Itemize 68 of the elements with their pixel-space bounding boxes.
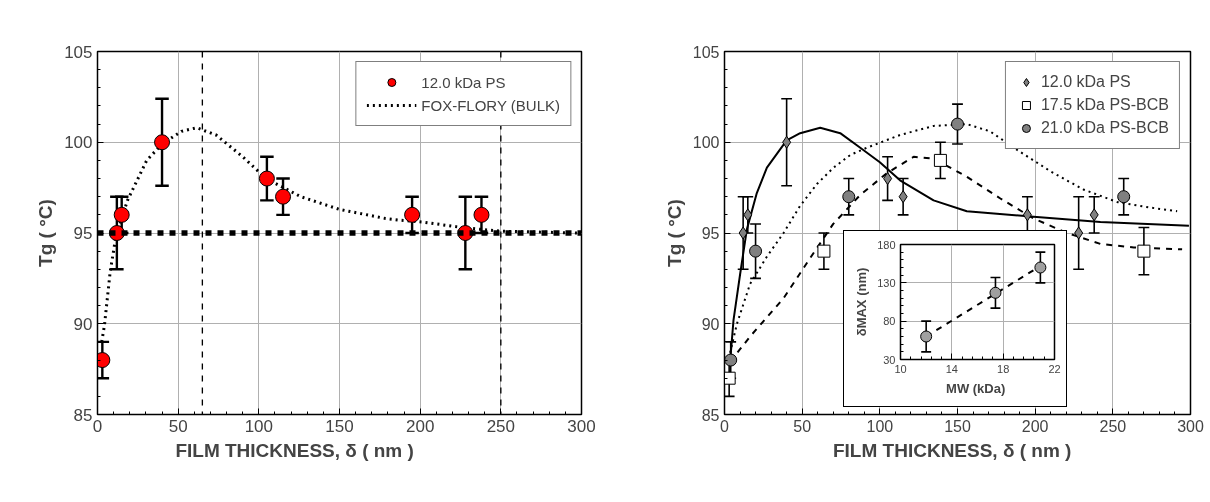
point: [951, 117, 964, 131]
point: [989, 286, 1002, 299]
point: [817, 244, 831, 258]
legend-label: 21.0 kDa PS-BCB: [1040, 119, 1169, 137]
x-tick-label: 0: [720, 417, 730, 435]
x-tick-label: 0: [92, 416, 103, 436]
x-tick-label: 100: [244, 416, 274, 436]
y-tick-label: 105: [692, 43, 720, 61]
x-tick-label: 50: [793, 417, 812, 435]
x-tick-label: 22: [1048, 362, 1061, 375]
point: [724, 371, 736, 385]
x-axis-title: FILM THICKNESS, δ ( nm ): [175, 439, 414, 461]
point: [1034, 261, 1047, 274]
y-tick-label: 30: [883, 353, 896, 366]
point: [154, 134, 171, 151]
legend-label: FOX-FLORY (BULK): [421, 96, 560, 114]
x-tick-label: 14: [945, 362, 958, 375]
point: [258, 170, 275, 187]
point: [404, 206, 421, 223]
point: [1022, 208, 1032, 222]
x-axis-title: MW (kDa): [946, 380, 1006, 396]
y-tick-label: 90: [73, 314, 93, 334]
point: [1137, 244, 1151, 258]
y-axis-title: Tg ( °C): [663, 199, 685, 267]
y-tick-label: 85: [701, 406, 720, 424]
point: [113, 206, 130, 223]
y-tick-label: 95: [73, 224, 93, 243]
y-tick-label: 90: [701, 315, 720, 333]
point: [1089, 208, 1099, 222]
point: [743, 208, 753, 222]
point: [842, 190, 856, 204]
x-tick-label: 200: [405, 416, 435, 436]
x-tick-label: 18: [997, 362, 1010, 375]
x-tick-label: 150: [944, 417, 971, 435]
point: [898, 190, 908, 204]
x-tick-label: 300: [1177, 417, 1204, 435]
point: [782, 135, 792, 149]
y-axis-title: δMAX (nm): [854, 267, 870, 337]
point: [275, 188, 292, 205]
legend-label: 12.0 kDa PS: [1040, 73, 1131, 91]
point: [933, 153, 947, 167]
y-tick-label: 130: [877, 276, 896, 289]
point: [724, 353, 738, 367]
y-tick-label: 80: [883, 315, 896, 328]
point: [920, 330, 933, 343]
point: [749, 244, 763, 258]
point: [1117, 190, 1131, 204]
y-axis-title: Tg ( °C): [35, 199, 57, 267]
x-tick-label: 50: [168, 416, 188, 436]
y-tick-label: 85: [73, 405, 93, 425]
y-tick-label: 95: [701, 225, 720, 242]
point: [883, 172, 893, 186]
y-tick-label: 105: [64, 42, 93, 62]
x-tick-label: 300: [567, 416, 596, 436]
x-tick-label: 200: [1021, 417, 1049, 435]
point: [738, 226, 748, 240]
y-tick-label: 180: [877, 238, 896, 251]
x-tick-label: 10: [894, 362, 907, 375]
y-tick-label: 100: [692, 134, 720, 152]
y-tick-label: 100: [64, 133, 93, 153]
point: [1074, 226, 1084, 240]
point: [473, 206, 490, 223]
legend-label: 12.0 kDa PS: [421, 73, 506, 91]
x-axis-title: FILM THICKNESS, δ ( nm ): [832, 439, 1072, 461]
legend-label: 17.5 kDa PS-BCB: [1040, 96, 1169, 114]
x-tick-label: 150: [325, 416, 354, 436]
x-tick-label: 250: [1099, 417, 1127, 435]
x-tick-label: 250: [486, 416, 516, 436]
